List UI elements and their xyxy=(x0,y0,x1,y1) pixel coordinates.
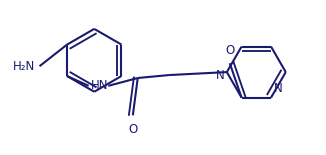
Text: O: O xyxy=(128,123,138,136)
Text: N: N xyxy=(274,82,283,95)
Text: N: N xyxy=(216,69,225,82)
Text: H₂N: H₂N xyxy=(12,60,35,73)
Text: O: O xyxy=(225,44,234,57)
Text: HN: HN xyxy=(91,79,108,92)
